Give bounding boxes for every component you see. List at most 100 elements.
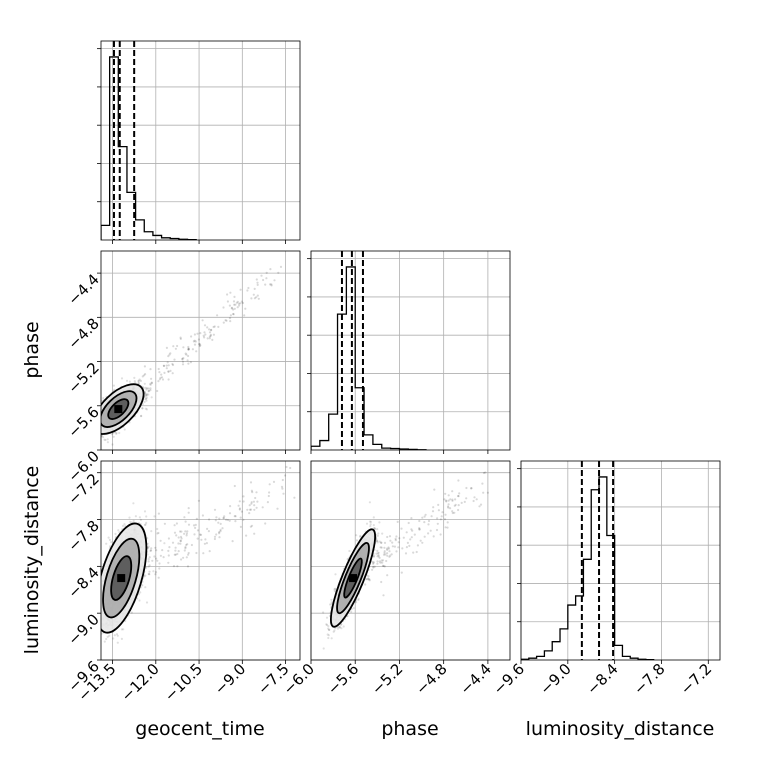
scatter-point bbox=[120, 637, 123, 641]
scatter-point bbox=[97, 599, 99, 601]
scatter-point bbox=[269, 283, 272, 286]
scatter-point bbox=[98, 581, 100, 583]
scatter-point bbox=[228, 304, 231, 307]
scatter-point bbox=[256, 294, 259, 297]
scatter-point bbox=[150, 382, 153, 385]
scatter-point bbox=[257, 297, 260, 300]
scatter-point bbox=[226, 293, 229, 296]
scatter-point bbox=[139, 518, 142, 521]
scatter-point bbox=[139, 415, 143, 418]
scatter-point bbox=[234, 303, 237, 306]
scatter-point bbox=[203, 324, 207, 327]
scatter-point bbox=[106, 635, 109, 639]
scatter-point bbox=[133, 380, 136, 383]
scatter-point bbox=[232, 308, 235, 311]
scatter-point bbox=[98, 598, 100, 600]
scatter-point bbox=[115, 431, 118, 434]
scatter-point bbox=[179, 337, 182, 340]
scatter-point bbox=[186, 359, 189, 362]
scatter-point bbox=[145, 521, 148, 525]
scatter-point bbox=[92, 432, 94, 434]
scatter-point bbox=[181, 363, 185, 366]
scatter-point bbox=[141, 407, 144, 410]
scatter-point bbox=[187, 348, 190, 351]
scatter-point bbox=[204, 333, 207, 336]
scatter-point bbox=[145, 396, 148, 399]
y-tick-label: −5.6 bbox=[64, 403, 102, 441]
scatter-point bbox=[99, 424, 101, 426]
scatter-point bbox=[208, 337, 211, 340]
scatter-point bbox=[97, 427, 99, 429]
scatter-point bbox=[157, 367, 160, 371]
scatter-point bbox=[143, 382, 146, 385]
scatter-point bbox=[171, 362, 174, 366]
scatter-point bbox=[171, 372, 174, 375]
scatter-point bbox=[144, 574, 147, 577]
scatter-point bbox=[208, 328, 211, 331]
scatter-point bbox=[194, 340, 197, 343]
scatter-point bbox=[97, 421, 99, 423]
scatter-point bbox=[229, 291, 232, 294]
scatter-point bbox=[98, 428, 100, 430]
histogram-phase bbox=[311, 266, 427, 450]
scatter-point bbox=[224, 319, 227, 322]
scatter-point bbox=[147, 393, 150, 396]
scatter-point bbox=[96, 638, 98, 640]
scatter-point bbox=[255, 278, 258, 281]
scatter-point bbox=[241, 301, 245, 305]
scatter-point bbox=[210, 329, 213, 332]
scatter-point bbox=[160, 376, 164, 379]
scatter-point bbox=[163, 542, 166, 545]
scatter-point bbox=[174, 347, 177, 350]
panel-phase-vs-geocent-time: −6.0−5.6−5.2−4.8−4.4 bbox=[64, 250, 301, 486]
scatter-point bbox=[210, 328, 213, 331]
scatter-point bbox=[97, 602, 99, 604]
scatter-point bbox=[105, 542, 108, 545]
scatter-point bbox=[101, 434, 103, 437]
panel-frame bbox=[100, 250, 301, 451]
scatter-point bbox=[209, 334, 212, 337]
panel-luminosity-distance-vs-geocent-time: −13.5−12.0−10.5 −9.0 −7.5−9.6−9.0−8.4−7.8−… bbox=[64, 460, 301, 705]
scatter-point bbox=[206, 326, 209, 329]
scatter-point bbox=[262, 278, 265, 282]
scatter-point bbox=[199, 344, 202, 347]
scatter-point bbox=[122, 628, 125, 631]
histogram-geocent-time bbox=[101, 56, 197, 240]
scatter-point bbox=[149, 389, 152, 392]
scatter-point bbox=[89, 439, 91, 441]
scatter-point bbox=[273, 279, 276, 282]
scatter-point bbox=[156, 532, 159, 535]
scatter-point bbox=[107, 536, 110, 539]
scatter-point bbox=[237, 302, 241, 305]
scatter-point bbox=[232, 313, 235, 316]
scatter-point bbox=[137, 380, 140, 383]
scatter-point bbox=[143, 510, 147, 513]
scatter-point bbox=[147, 387, 150, 390]
scatter-point bbox=[147, 558, 150, 561]
scatter-point bbox=[111, 443, 114, 446]
scatter-point bbox=[169, 352, 172, 355]
scatter-point bbox=[98, 601, 100, 603]
scatter-point bbox=[246, 289, 249, 292]
scatter-point bbox=[141, 375, 144, 378]
scatter-point bbox=[95, 429, 97, 431]
scatter-point bbox=[147, 389, 150, 392]
scatter-point bbox=[125, 379, 129, 382]
scatter-point bbox=[236, 306, 239, 309]
scatter-point bbox=[233, 307, 236, 310]
scatter-point bbox=[233, 303, 236, 306]
scatter-point bbox=[97, 597, 99, 599]
scatter-point bbox=[150, 377, 153, 380]
scatter-point bbox=[145, 394, 148, 397]
scatter-point bbox=[106, 441, 109, 444]
scatter-point bbox=[195, 350, 198, 353]
scatter-point bbox=[236, 300, 239, 303]
panel-frame bbox=[100, 40, 301, 241]
scatter-point bbox=[106, 438, 109, 441]
scatter-point bbox=[97, 435, 99, 437]
scatter-point bbox=[149, 382, 152, 385]
scatter-point bbox=[265, 277, 268, 280]
scatter-point bbox=[150, 530, 153, 533]
scatter-point bbox=[173, 358, 176, 361]
scatter-point bbox=[230, 306, 234, 309]
